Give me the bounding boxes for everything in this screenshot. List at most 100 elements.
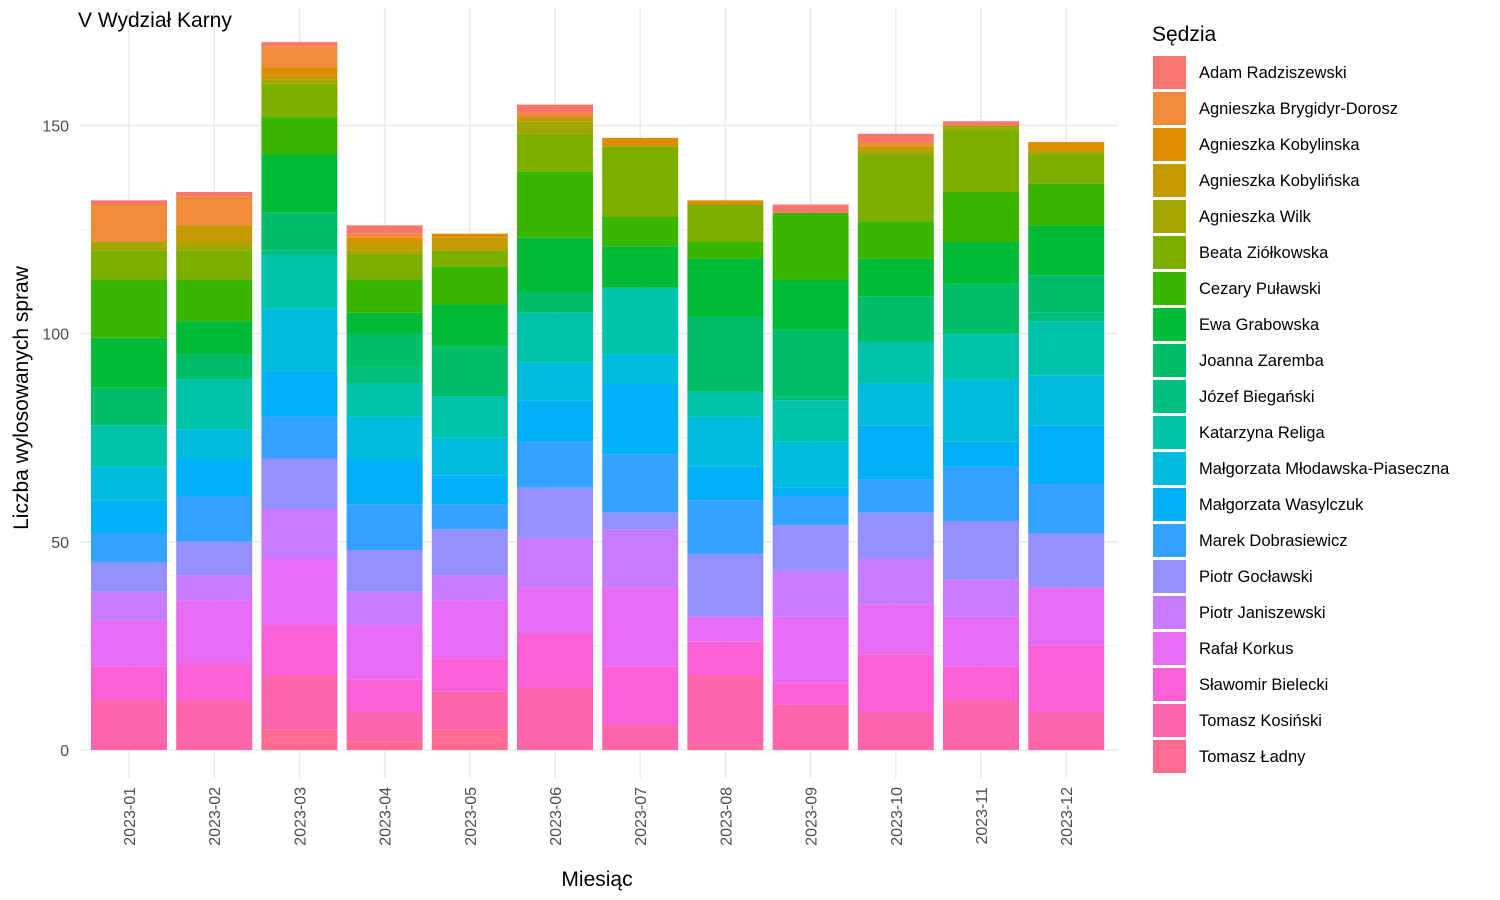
bar-segment: [261, 558, 338, 626]
bar-segment: [517, 117, 593, 122]
bar-segment: [772, 683, 849, 705]
legend-swatch: [1153, 56, 1186, 89]
x-tick-label: 2023-12: [1059, 787, 1076, 846]
bar-segment: [857, 150, 934, 155]
legend-swatch: [1153, 200, 1186, 233]
bar-segment: [943, 192, 1019, 242]
legend-item: Małgorzata Młodawska-Piaseczna: [1153, 452, 1450, 485]
bar-segment: [431, 266, 508, 305]
legend-item: Joanna Zaremba: [1153, 344, 1325, 377]
x-tick-label: 2023-04: [378, 787, 395, 846]
legend-swatch: [1153, 164, 1186, 197]
bar-segment: [431, 304, 508, 347]
bar-stack-2023-07: [602, 137, 679, 750]
bar-segment: [261, 416, 338, 459]
legend-swatch: [1153, 596, 1186, 629]
legend-item: Sławomir Bielecki: [1153, 668, 1328, 701]
bar-segment: [431, 237, 508, 251]
bar-stack-2023-03: [261, 42, 338, 750]
bar-segment: [602, 725, 679, 750]
y-axis-title: Liczba wylosowanych spraw: [10, 265, 33, 530]
bar-segment: [176, 662, 253, 701]
bar-segment: [261, 254, 338, 309]
bar-stack-2023-05: [431, 233, 508, 750]
bar-segment: [261, 371, 338, 417]
bar-segment: [346, 712, 423, 742]
legend-item: Józef Biegański: [1153, 380, 1315, 413]
bar-segment: [687, 391, 764, 417]
bar-stack-2023-06: [517, 104, 593, 750]
x-axis: 2023-01 2023-02 2023-03 2023-04 2023-05 2023-…: [122, 787, 1076, 846]
bar-segment: [91, 337, 167, 388]
bar-segment: [176, 379, 253, 430]
y-tick-label: 100: [42, 327, 69, 344]
bar-segment: [91, 279, 167, 338]
bar-segment: [772, 441, 849, 488]
bar-segment: [943, 520, 1019, 580]
legend-label: Agnieszka Kobylińska: [1199, 172, 1360, 190]
bar-segment: [602, 587, 679, 667]
bar-segment: [346, 279, 423, 313]
bar-segment: [602, 354, 679, 384]
bar-segment: [176, 458, 253, 496]
bar-segment: [687, 204, 764, 242]
bar-segment: [943, 121, 1019, 126]
legend-label: Katarzyna Religa: [1199, 424, 1325, 442]
bar-segment: [1028, 483, 1105, 534]
bar-segment: [346, 366, 423, 384]
bar-segment: [772, 525, 849, 571]
bar-segment: [687, 675, 764, 746]
legend-item: Katarzyna Religa: [1153, 416, 1325, 449]
bar-segment: [517, 121, 593, 134]
y-tick-label: 150: [42, 118, 69, 135]
bar-segment: [517, 133, 593, 172]
bar-segment: [517, 487, 593, 538]
bar-segment: [943, 241, 1019, 284]
bar-segment: [517, 400, 593, 442]
bar-segment: [1028, 312, 1105, 322]
bar-segment: [346, 504, 423, 551]
legend-title: Sędzia: [1152, 23, 1217, 46]
x-tick-label: 2023-10: [889, 787, 906, 846]
bar-segment: [176, 225, 253, 242]
bar-segment: [261, 79, 338, 84]
bar-segment: [91, 200, 167, 205]
bar-segment: [346, 416, 423, 459]
legend-swatch: [1153, 344, 1186, 377]
bar-segment: [943, 129, 1019, 193]
bar-segment: [687, 745, 764, 750]
bar-segment: [1028, 321, 1105, 376]
bar-segment: [943, 379, 1019, 442]
bar-segment: [772, 212, 849, 280]
bar-segment: [346, 458, 423, 505]
bar-segment: [857, 341, 934, 384]
bar-segment: [431, 233, 508, 238]
legend-item: Agnieszka Brygidyr-Dorosz: [1153, 92, 1398, 125]
bar-segment: [261, 508, 338, 559]
legend-swatch: [1153, 380, 1186, 413]
bar-segment: [943, 616, 1019, 667]
bar-segment: [602, 146, 679, 218]
bar-segment: [91, 666, 167, 701]
legend-label: Małgorzata Wasylczuk: [1199, 496, 1364, 514]
bar-segment: [1028, 587, 1105, 646]
bar-segment: [261, 625, 338, 676]
legend-label: Agnieszka Kobylinska: [1199, 136, 1360, 154]
bar-segment: [91, 562, 167, 592]
bar-segment: [943, 579, 1019, 617]
bar-segment: [176, 192, 253, 197]
bar-segment: [431, 504, 508, 530]
bar-segment: [1028, 275, 1105, 313]
legend-label: Sławomir Bielecki: [1199, 676, 1328, 694]
bar-segment: [91, 591, 167, 621]
bar-segment: [517, 171, 593, 238]
legend-label: Piotr Janiszewski: [1199, 604, 1326, 622]
bar-segment: [346, 233, 423, 238]
bar-segment: [176, 241, 253, 251]
bar-segment: [687, 554, 764, 617]
bar-segment: [517, 291, 593, 313]
bar-segment: [602, 454, 679, 513]
bar-segment: [176, 495, 253, 542]
bar-stack-2023-08: [687, 200, 764, 750]
bar-segment: [943, 700, 1019, 750]
